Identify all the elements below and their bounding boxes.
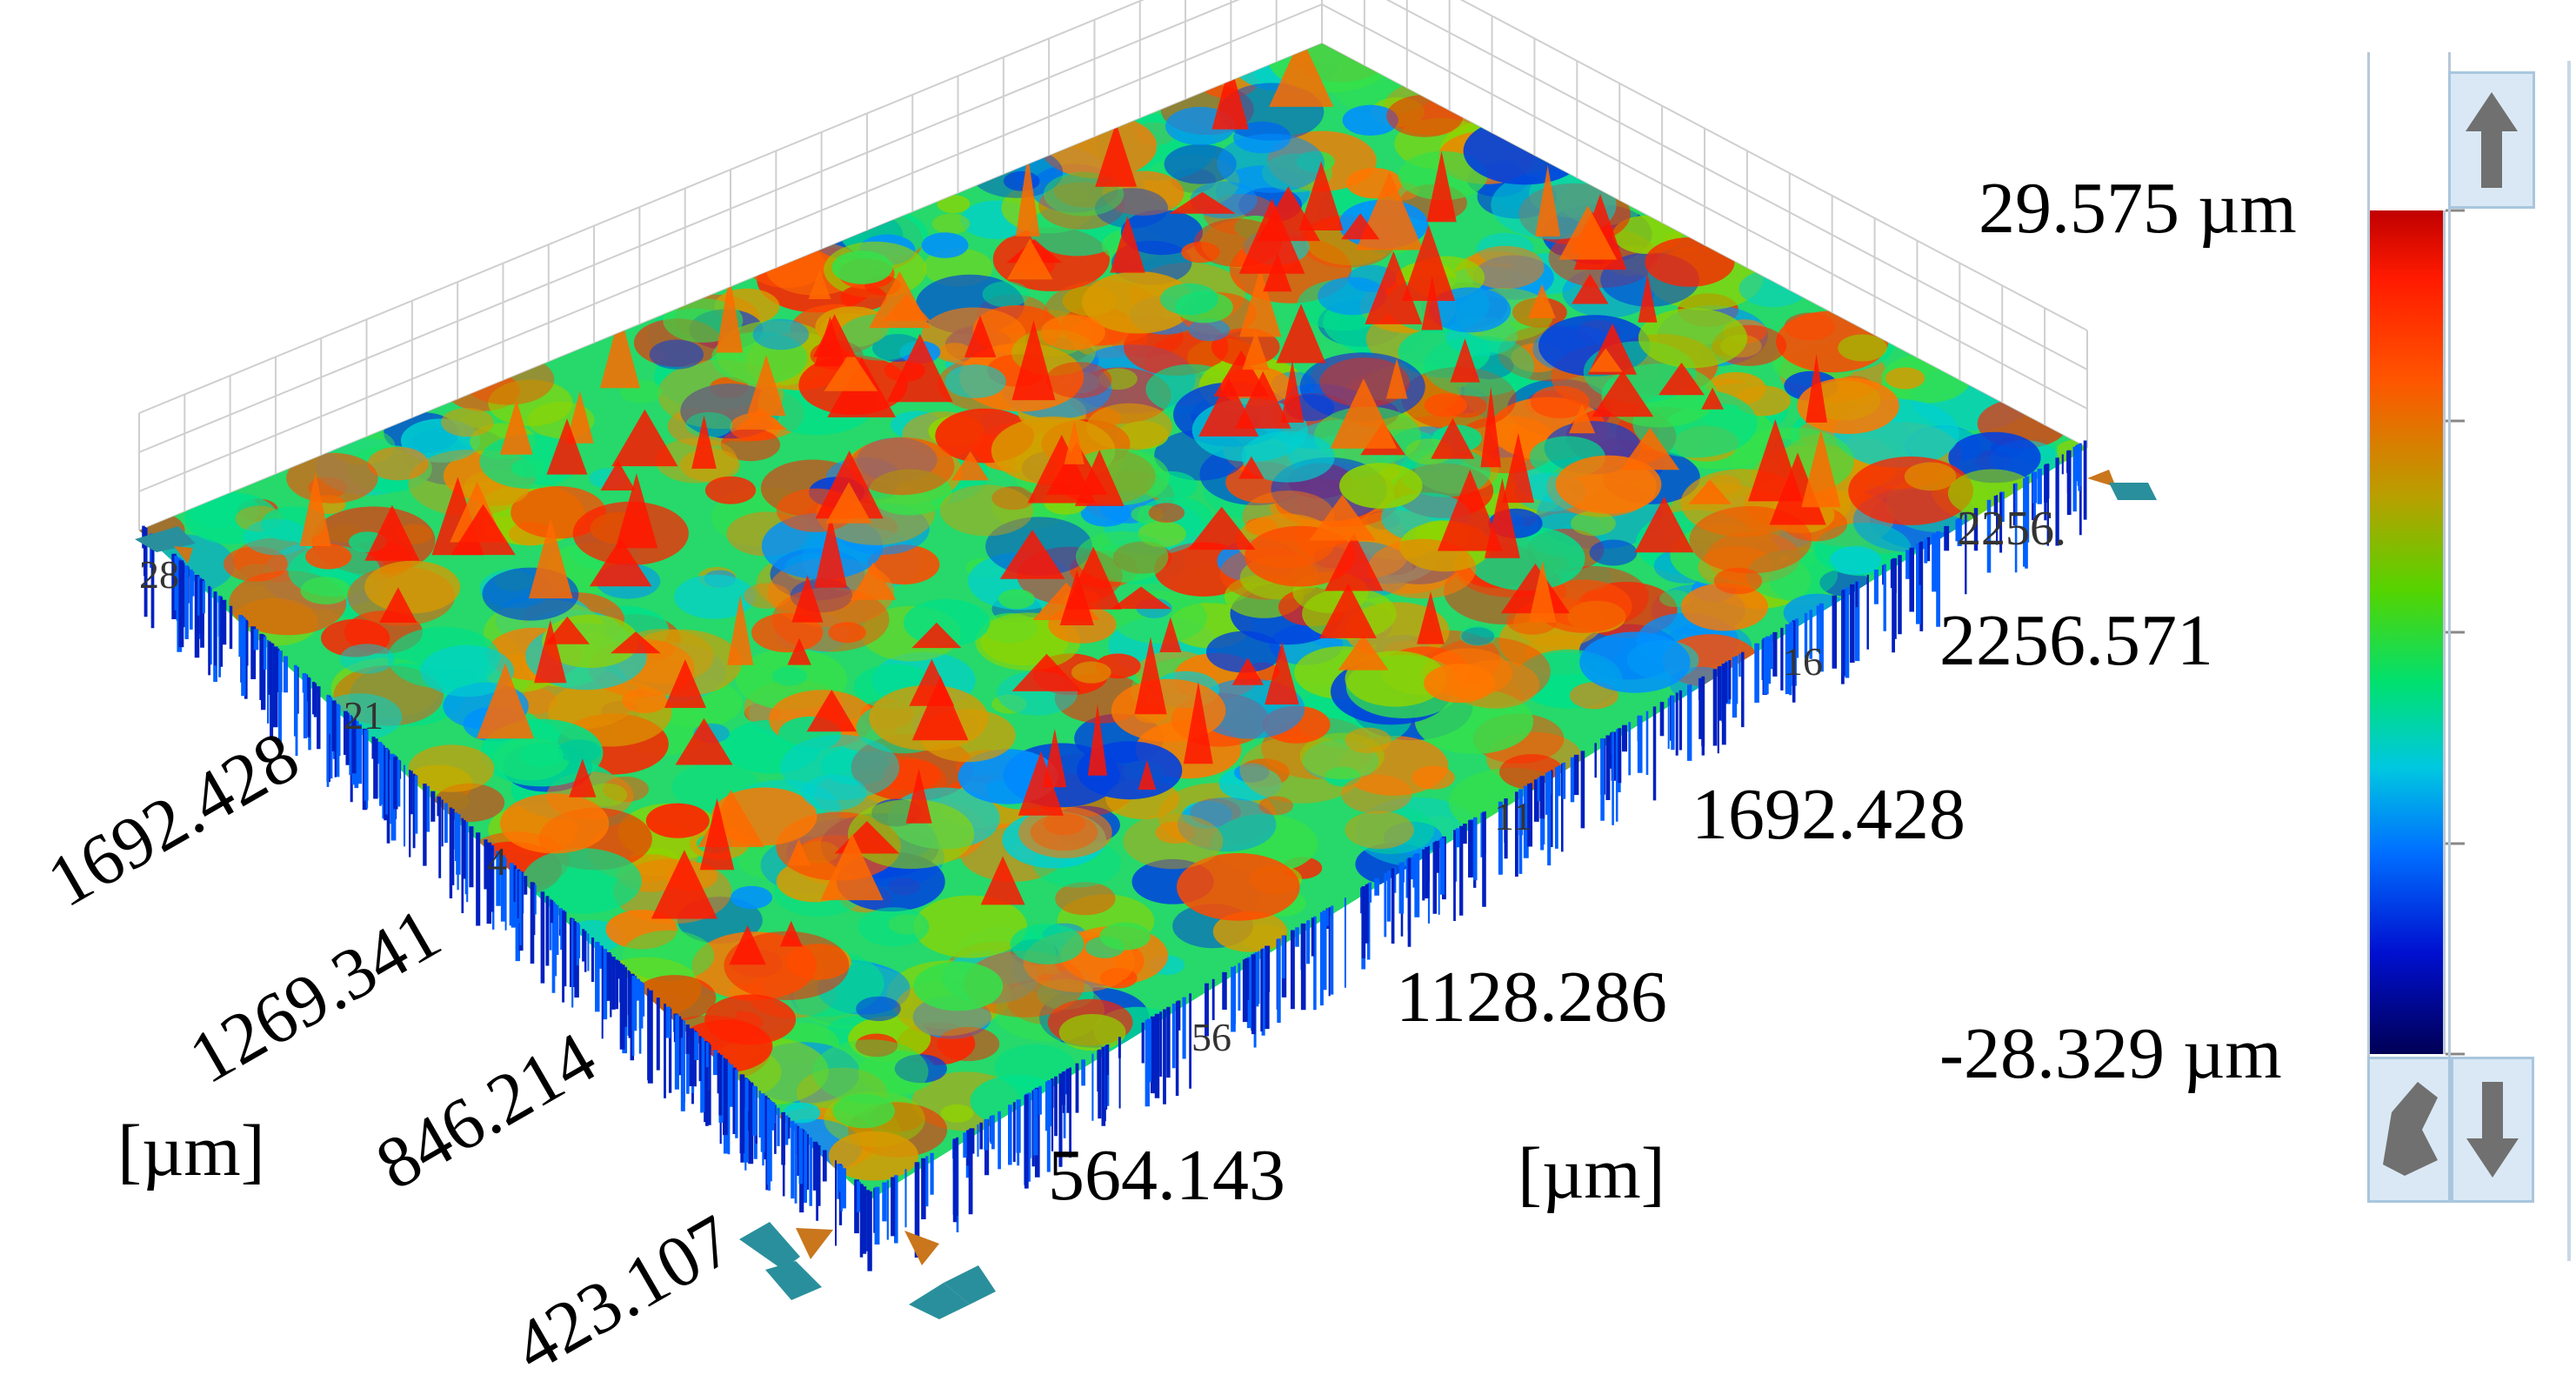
surface-edge-spikes bbox=[142, 440, 2087, 1271]
x-far-tick-partial-2256: 2256. bbox=[1957, 502, 2066, 556]
color-scale-min-label: -28.329 µm bbox=[1939, 1013, 2282, 1094]
x-axis-unit: [µm] bbox=[1518, 1133, 1665, 1214]
x-far-tick-partial-11: 11 bbox=[1494, 794, 1533, 838]
color-scale-ticks bbox=[2446, 209, 2465, 1056]
arrow-up-icon bbox=[2466, 92, 2518, 188]
color-scale-frame bbox=[2367, 210, 2446, 1054]
arrow-down-icon bbox=[2466, 1082, 2519, 1178]
pointer-icon bbox=[2383, 1082, 2438, 1176]
color-scale-bar bbox=[2367, 210, 2446, 1054]
reset-view-button[interactable] bbox=[2367, 1057, 2451, 1203]
y-axis-unit: [µm] bbox=[117, 1111, 265, 1191]
y-far-tick-partial-28: 28 bbox=[139, 552, 179, 597]
x-tick-2256: 2256.571 bbox=[1939, 600, 2213, 681]
color-scale-frame-line-left bbox=[2367, 52, 2370, 1200]
rotate-right-icon[interactable] bbox=[891, 1222, 1004, 1326]
scroll-up-button[interactable] bbox=[2448, 71, 2535, 209]
rotate-left-icon[interactable] bbox=[731, 1218, 844, 1322]
y-far-tick-partial-21: 21 bbox=[344, 693, 384, 737]
x-far-tick-partial-56: 56 bbox=[1191, 1015, 1231, 1059]
x-tick-1692: 1692.428 bbox=[1692, 774, 1965, 855]
scroll-down-button[interactable] bbox=[2451, 1057, 2534, 1203]
height-map-surface bbox=[139, 43, 2087, 1200]
color-scale-frame-line-right bbox=[2448, 52, 2451, 1200]
surface-plot[interactable] bbox=[0, 0, 2576, 1328]
y-far-tick-partial-4: 4 bbox=[487, 839, 507, 884]
rotate-handle-right-icon[interactable] bbox=[2083, 461, 2161, 513]
rotate-handle-left-icon[interactable] bbox=[130, 513, 200, 565]
x-far-tick-partial-16: 16 bbox=[1783, 639, 1823, 684]
color-scale-max-label: 29.575 µm bbox=[1979, 168, 2297, 249]
x-tick-564: 564.143 bbox=[1048, 1135, 1285, 1216]
x-tick-1128: 1128.286 bbox=[1396, 957, 1667, 1038]
right-scrollbar-track[interactable] bbox=[2567, 61, 2571, 1261]
